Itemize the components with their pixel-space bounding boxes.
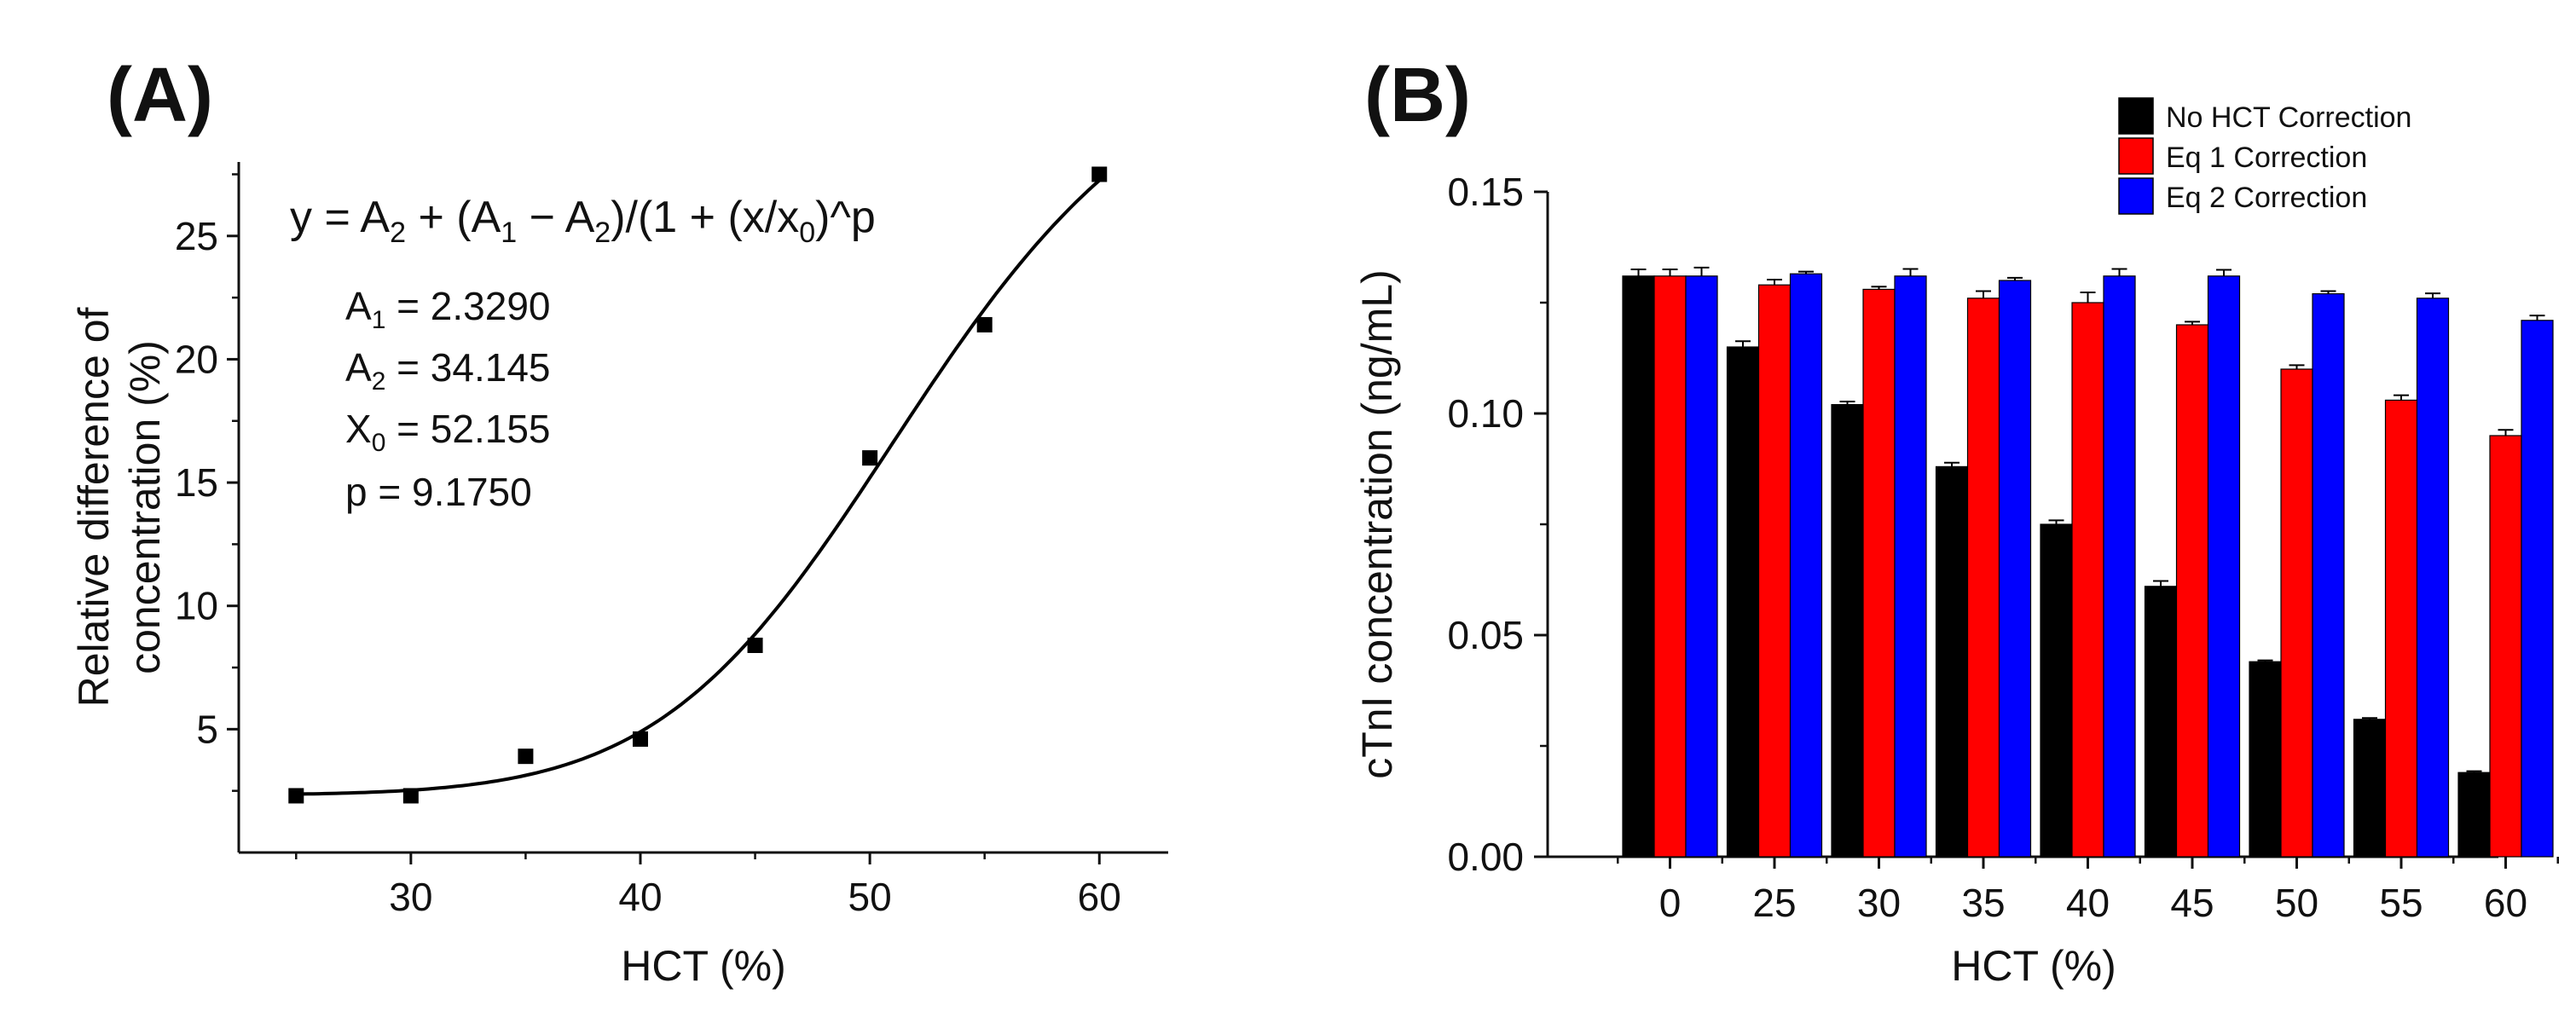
panel-b-bar xyxy=(2416,298,2450,858)
panel-a-fit-curve xyxy=(296,179,1101,796)
panel-a-data-point xyxy=(632,731,648,747)
panel-b-x-tick-label: 0 xyxy=(1659,881,1682,925)
panel-b-label: (B) xyxy=(1364,53,1471,138)
eq-sub-a1: 1 xyxy=(501,217,517,249)
eq-part-3: − A xyxy=(517,193,594,242)
panel-b-bar xyxy=(2071,302,2104,858)
panel-b-bar xyxy=(2175,324,2209,858)
panel-a-data-point xyxy=(402,788,419,804)
legend-label-no-correction: No HCT Correction xyxy=(2166,101,2411,134)
legend-swatch-eq1 xyxy=(2118,137,2154,175)
panel-b-bar xyxy=(1862,288,1896,858)
panel-b-y-tick-label: 0.05 xyxy=(1447,613,1524,657)
panel-a-label: (A) xyxy=(107,53,213,138)
panel-a-y-tick-label: 10 xyxy=(175,584,218,628)
panel-b-bars xyxy=(1622,266,2554,858)
panel-b-bar xyxy=(2144,586,2178,858)
panel-b-x-title: HCT (%) xyxy=(1951,942,2116,990)
param-x0: X0 = 52.155 xyxy=(345,407,551,457)
panel-b-y-tick-label: 0.10 xyxy=(1447,391,1524,436)
panel-a-y-tick-label: 15 xyxy=(175,460,218,505)
panel-b-bar xyxy=(2249,661,2282,858)
panel-b-bar xyxy=(1685,275,1718,858)
panel-a-y-tick-label: 5 xyxy=(196,707,218,751)
panel-a-data-point xyxy=(288,788,304,804)
eq-part-1: y = A xyxy=(290,193,390,242)
panel-a-equation: y = A2 + (A1 − A2)/(1 + (x/x0)^p xyxy=(290,193,876,249)
panel-a-axes xyxy=(237,162,1168,854)
panel-b-bar xyxy=(2521,320,2554,858)
panel-b-bar xyxy=(1622,275,1655,858)
panel-b-x-tick-label: 30 xyxy=(1857,881,1901,925)
panel-b-bar xyxy=(2040,523,2073,858)
panel-b-bar xyxy=(2280,368,2313,858)
panel-b-bar xyxy=(1831,404,1864,858)
panel-b-bar xyxy=(2103,275,2136,858)
panel-b-bar xyxy=(2353,719,2387,858)
panel-a-y-tick-label: 25 xyxy=(175,214,218,258)
eq-part-5: )^p xyxy=(815,193,876,242)
panel-a-x-tick-label: 40 xyxy=(618,875,662,919)
panel-b-bar xyxy=(1894,275,1927,858)
panel-b-bar xyxy=(1966,298,2000,858)
panel-a-data-point xyxy=(747,638,763,653)
eq-part-4: )/(1 + (x/x xyxy=(611,193,799,242)
panel-a-data-point xyxy=(976,316,993,332)
panel-b-bar xyxy=(1757,284,1792,858)
legend-label-eq2: Eq 2 Correction xyxy=(2166,182,2367,214)
panel-a-x-tick-label: 30 xyxy=(389,875,432,919)
legend-swatch-eq2 xyxy=(2118,177,2154,215)
panel-a-y-title-line1: Relative difference of xyxy=(70,307,118,707)
panel-b-bar xyxy=(2312,293,2345,858)
panel-b-bar xyxy=(2489,435,2522,858)
panel-b-bar xyxy=(1789,273,1823,858)
panel-a-x-title: HCT (%) xyxy=(621,942,786,990)
panel-b-y-title: cTnI concentration (ng/mL) xyxy=(1353,269,1401,779)
panel-a-y-title-line2: concentration (%) xyxy=(121,340,169,674)
legend-swatch-no-correction xyxy=(2118,97,2154,135)
panel-b-y-tick-label: 0.00 xyxy=(1447,835,1524,879)
panel-b-bar xyxy=(1935,465,1969,858)
panel-a-x-tick-label: 50 xyxy=(848,875,892,919)
panel-b-bar xyxy=(1726,346,1760,858)
panel-b-bar xyxy=(1653,275,1687,858)
panel-a-data-point xyxy=(862,450,878,466)
panel-b-x-tick-label: 50 xyxy=(2275,881,2318,925)
panel-b-bar xyxy=(2457,772,2491,858)
panel-b-ticks: 0.00 0.05 0.10 0.15 0 25 30 35 40 45 50 55 60 xyxy=(1447,170,2559,925)
panel-b-bar xyxy=(2207,275,2241,858)
panel-a-data-point xyxy=(518,748,534,765)
eq-sub-a2b: 2 xyxy=(594,217,611,249)
panel-b-x-tick-label: 60 xyxy=(2484,881,2527,925)
panel-b-x-tick-label: 45 xyxy=(2170,881,2214,925)
panel-b-x-tick-label: 35 xyxy=(1961,881,2005,925)
legend-label-eq1: Eq 1 Correction xyxy=(2166,142,2367,174)
param-p: p = 9.1750 xyxy=(345,470,532,514)
panel-b-x-tick-label: 55 xyxy=(2379,881,2423,925)
panel-a-data-point xyxy=(1091,166,1108,182)
param-a2: A2 = 34.145 xyxy=(345,345,551,396)
panel-b-x-tick-label: 25 xyxy=(1752,881,1796,925)
panel-b-bar xyxy=(1998,280,2032,858)
panel-a-y-tick-label: 20 xyxy=(175,337,218,381)
panel-b-legend: No HCT Correction Eq 1 Correction Eq 2 C… xyxy=(2118,97,2411,215)
param-a1: A1 = 2.3290 xyxy=(345,284,551,334)
eq-part-2: + (A xyxy=(406,193,501,242)
eq-sub-x0: 0 xyxy=(799,217,815,249)
eq-sub-a2: 2 xyxy=(390,217,406,249)
panel-b-y-tick-label: 0.15 xyxy=(1447,170,1524,214)
panel-a-points xyxy=(288,166,1108,804)
panel-a-x-tick-label: 60 xyxy=(1078,875,1121,919)
panel-b-x-tick-label: 40 xyxy=(2066,881,2110,925)
panel-b-bar xyxy=(2384,399,2418,858)
panel-a-fit-params: A1 = 2.3290 A2 = 34.145 X0 = 52.155 p = … xyxy=(345,284,551,514)
